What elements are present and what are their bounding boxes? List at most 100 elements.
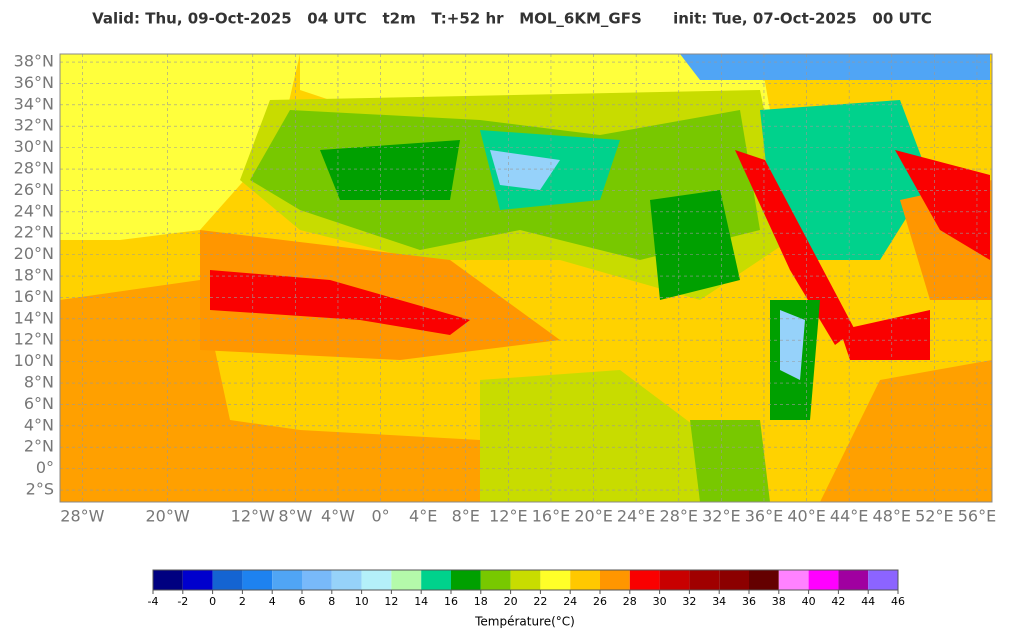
lon-tick-label: 56°E [958, 507, 996, 526]
colorbar-tick-label: 42 [831, 595, 845, 608]
lat-tick-label: 26°N [14, 180, 54, 199]
lon-tick-label: 12°W [231, 507, 275, 526]
colorbar-tick-label: 14 [414, 595, 428, 608]
temperature-field [60, 54, 992, 502]
colorbar-segment [808, 570, 839, 590]
lat-tick-label: 18°N [14, 266, 54, 285]
lon-tick-label: 28°E [660, 507, 698, 526]
lon-tick-label: 20°E [574, 507, 612, 526]
graticule: 38°N 36°N 34°N 32°N 30°N 28°N 26°N 24°N 22°N 20°N… [14, 52, 997, 526]
colorbar-segment [331, 570, 362, 590]
lat-tick-label: 28°N [14, 159, 54, 178]
colorbar-segment [629, 570, 660, 590]
colorbar-segment [153, 570, 183, 590]
colorbar-frame [152, 569, 899, 591]
lat-tick-label: 34°N [14, 94, 54, 113]
lat-tick-label: 32°N [14, 116, 54, 135]
colorbar-tick-label: 30 [653, 595, 667, 608]
colorbar-tick-label: 4 [269, 595, 276, 608]
colorbar-tick-label: 46 [891, 595, 905, 608]
colorbar-segment [868, 570, 898, 590]
colorbar-segment [182, 570, 213, 590]
colorbar-segment [600, 570, 630, 590]
colorbar-segment [570, 570, 600, 590]
colorbar-tick-label: 6 [299, 595, 306, 608]
colorbar-tick-label: -2 [177, 595, 188, 608]
lon-tick-label: 12°E [489, 507, 527, 526]
lat-tick-label: 36°N [14, 73, 54, 92]
lat-tick-label: 24°N [14, 201, 54, 220]
lon-tick-label: 8°W [278, 507, 312, 526]
colorbar-segment [838, 570, 869, 590]
map-frame [59, 53, 993, 503]
lat-tick-label: 38°N [14, 52, 54, 71]
colorbar: -4 -2 0 2 4 6 8 10 12 14 16 18 20 22 24 26 28 30 32 34 36 38 4… [148, 569, 905, 608]
colorbar-tick-label: 12 [384, 595, 398, 608]
colorbar-tick-label: 18 [474, 595, 488, 608]
lon-tick-label: 4°W [321, 507, 355, 526]
colorbar-segment [510, 570, 541, 590]
lon-tick-label: 0° [371, 507, 389, 526]
colorbar-tick-label: 38 [772, 595, 786, 608]
colorbar-segment [749, 570, 779, 590]
lon-tick-label: 52°E [915, 507, 953, 526]
colorbar-tick-label: 36 [742, 595, 756, 608]
lat-tick-label: 2°N [24, 437, 54, 456]
lon-tick-label: 32°E [702, 507, 740, 526]
colorbar-segment [778, 570, 809, 590]
lon-tick-label: 20°W [145, 507, 189, 526]
colorbar-segment [361, 570, 392, 590]
lat-tick-label: 4°N [24, 415, 54, 434]
lon-tick-label: 24°E [617, 507, 655, 526]
colorbar-tick-label: 16 [444, 595, 458, 608]
colorbar-tick-label: 40 [802, 595, 816, 608]
lon-tick-label: 48°E [873, 507, 911, 526]
colorbar-tick-label: 26 [593, 595, 607, 608]
title: Valid: Thu, 09-Oct-2025 04 UTC t2m T:+52… [92, 10, 932, 28]
colorbar-segment [540, 570, 571, 590]
colorbar-segment [719, 570, 749, 590]
colorbar-tick-label: 20 [504, 595, 518, 608]
lat-tick-label: 20°N [14, 244, 54, 263]
colorbar-tick-label: 8 [328, 595, 335, 608]
colorbar-tick-label: 24 [563, 595, 577, 608]
lon-tick-label: 28°W [60, 507, 104, 526]
lon-tick-label: 44°E [830, 507, 868, 526]
colorbar-tick-label: -4 [148, 595, 159, 608]
lat-tick-label: 30°N [14, 137, 54, 156]
colorbar-tick-label: 0 [209, 595, 216, 608]
colorbar-segment [302, 570, 332, 590]
colorbar-segment [212, 570, 243, 590]
colorbar-segment [451, 570, 481, 590]
lat-tick-label: 6°N [24, 394, 54, 413]
colorbar-tick-label: 22 [533, 595, 547, 608]
colorbar-tick-label: 28 [623, 595, 637, 608]
colorbar-tick-label: 34 [712, 595, 726, 608]
colorbar-label: Température(°C) [474, 615, 575, 629]
colorbar-tick-label: 32 [682, 595, 696, 608]
colorbar-segment [272, 570, 302, 590]
lat-tick-label: 0° [36, 458, 54, 477]
lat-tick-label: 14°N [14, 308, 54, 327]
lat-tick-label: 8°N [24, 373, 54, 392]
colorbar-tick-label: 44 [861, 595, 875, 608]
lon-tick-label: 8°E [452, 507, 480, 526]
lat-tick-label: 12°N [14, 330, 54, 349]
lon-tick-label: 36°E [745, 507, 783, 526]
lat-tick-label: 10°N [14, 351, 54, 370]
colorbar-segment [391, 570, 422, 590]
lon-tick-label: 40°E [787, 507, 825, 526]
colorbar-segment [421, 570, 451, 590]
lat-tick-label: 2°S [26, 480, 54, 499]
lat-tick-label: 16°N [14, 287, 54, 306]
lon-tick-label: 16°E [532, 507, 570, 526]
colorbar-tick-label: 2 [239, 595, 246, 608]
colorbar-segment [659, 570, 690, 590]
lat-tick-label: 22°N [14, 223, 54, 242]
colorbar-segment [480, 570, 511, 590]
colorbar-segment [689, 570, 720, 590]
colorbar-segment [242, 570, 273, 590]
colorbar-tick-label: 10 [355, 595, 369, 608]
